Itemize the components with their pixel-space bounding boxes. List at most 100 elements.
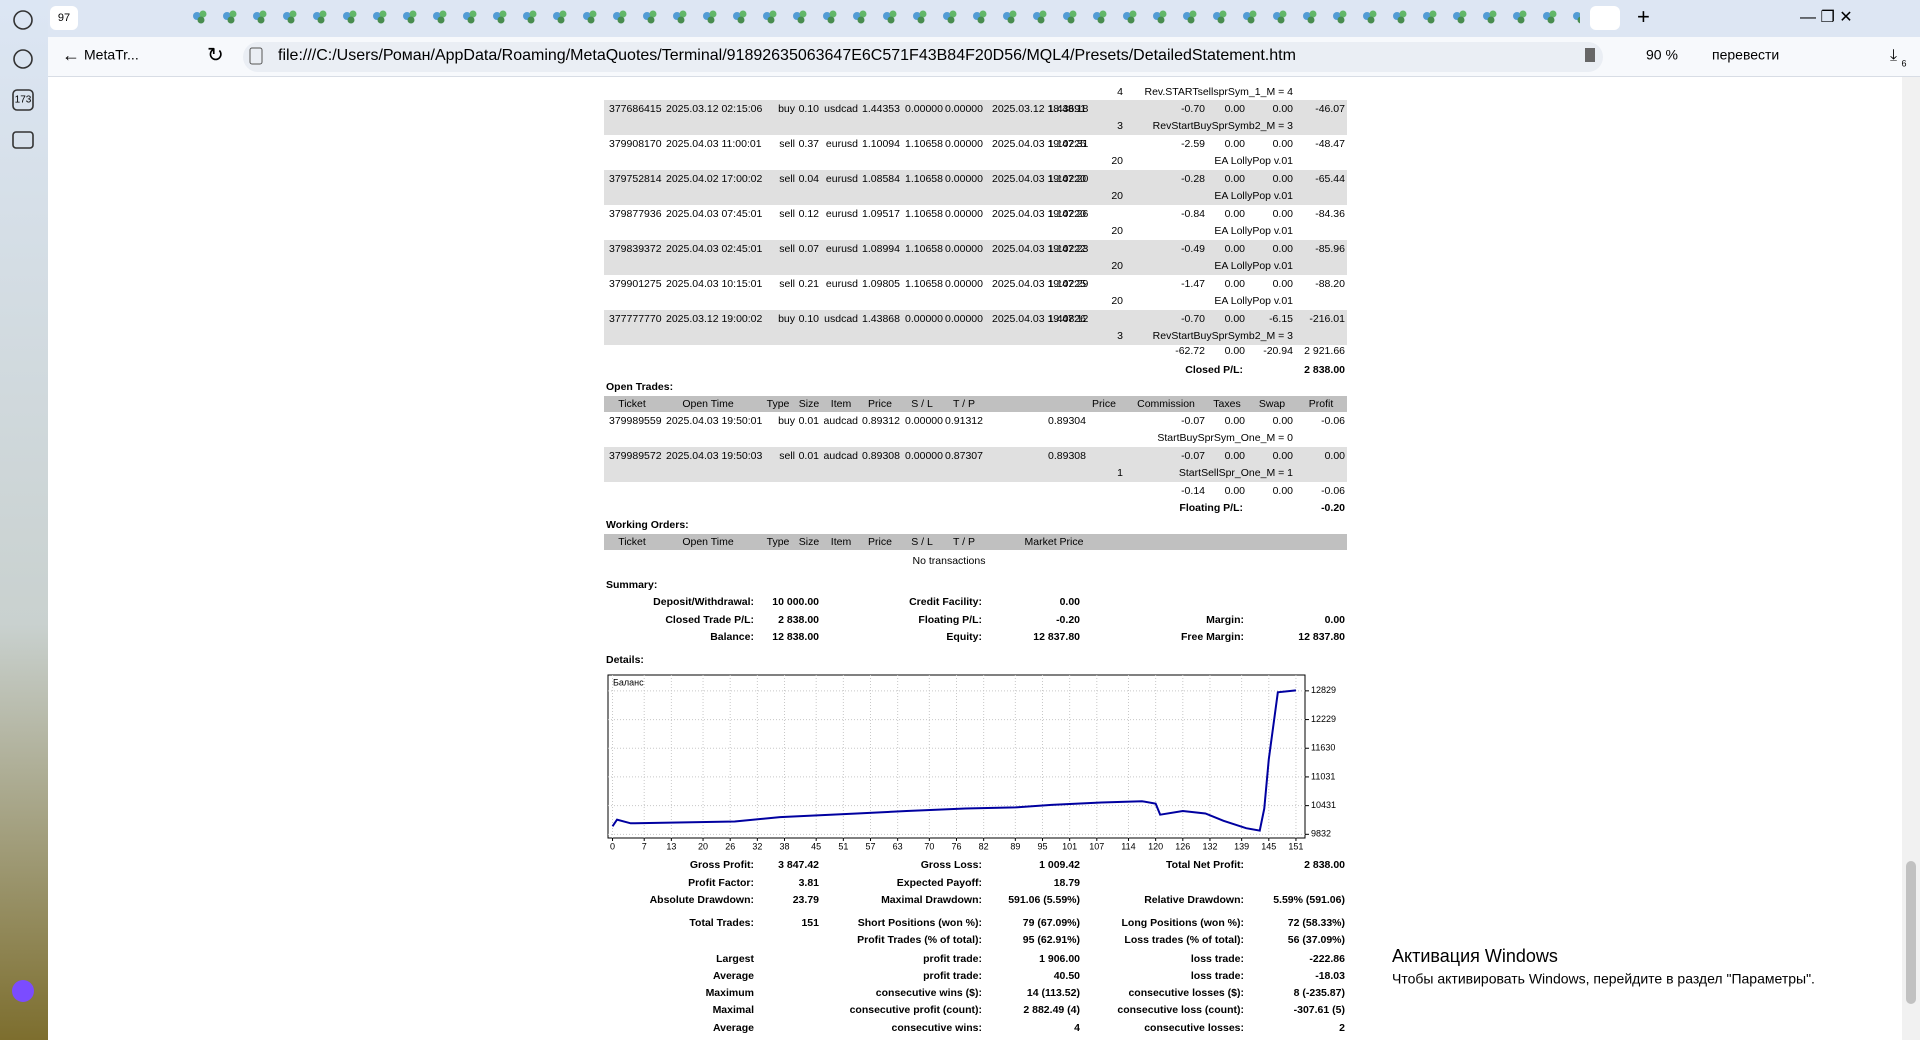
file-icon (249, 47, 263, 65)
x-tick-label: 32 (752, 841, 762, 851)
header-cell: Price (868, 536, 892, 548)
pl-value: 2 838.00 (1304, 364, 1345, 376)
cell: -0.49 (1181, 243, 1205, 255)
address-field[interactable] (243, 42, 1603, 72)
cell: -85.96 (1315, 243, 1345, 255)
label: Profit Factor: (688, 877, 754, 889)
comment: EA LollyPop v.01 (1214, 190, 1293, 202)
cell: sell (779, 278, 795, 290)
sidebar-badge: 173 (15, 95, 32, 106)
cell: buy (778, 415, 796, 427)
cell: 0.00000 (905, 450, 943, 462)
cell: -88.20 (1315, 278, 1345, 290)
header-cell: Commission (1137, 398, 1195, 410)
label: Gross Loss: (921, 859, 982, 871)
label: Closed Trade P/L: (665, 614, 754, 626)
cell: 379989572 (609, 450, 662, 462)
section-title: Summary: (606, 579, 657, 591)
x-tick-label: 139 (1234, 841, 1249, 851)
header-cell: T / P (953, 398, 975, 410)
label: Margin: (1206, 614, 1244, 626)
value: 151 (801, 917, 819, 929)
value: 23.79 (793, 894, 819, 906)
cell: eurusd (826, 243, 858, 255)
total: 2 921.66 (1304, 345, 1345, 357)
section-title: Working Orders: (606, 519, 689, 531)
total: 0.00 (1225, 345, 1246, 357)
digits: 4 (1117, 86, 1123, 98)
header-cell: Ticket (618, 398, 646, 410)
bookmark-icon[interactable] (1585, 48, 1595, 62)
header-cell: Size (799, 398, 820, 410)
address-text[interactable]: file:///C:/Users/Роман/AppData/Roaming/M… (278, 47, 1296, 64)
new-tab[interactable]: + (1637, 4, 1650, 29)
cell: 0.00000 (945, 138, 983, 150)
active-tab[interactable] (1590, 6, 1620, 30)
x-tick-label: 0 (610, 841, 615, 851)
pl-label: Closed P/L: (1185, 364, 1243, 376)
comment: EA LollyPop v.01 (1214, 155, 1293, 167)
cell: 0.07 (799, 243, 820, 255)
digits: 3 (1117, 330, 1123, 342)
page-tab[interactable]: MetaTr... (84, 47, 139, 63)
x-tick-label: 120 (1148, 841, 1163, 851)
value: 5.59% (591.06) (1273, 894, 1345, 906)
tab-icons[interactable] (188, 6, 1580, 30)
downloads-icon[interactable]: ⤓ (1890, 47, 1897, 64)
row-background (604, 447, 1347, 482)
cell: -46.07 (1315, 103, 1345, 115)
screenshot-icon[interactable] (12, 131, 34, 149)
cell: 2025.04.03 19:47:23 (992, 243, 1089, 255)
history-icon[interactable] (13, 10, 33, 30)
pl-label: Floating P/L: (1179, 502, 1243, 514)
header-cell: T / P (953, 536, 975, 548)
scrollbar-thumb[interactable] (1906, 861, 1916, 1004)
value: 1 906.00 (1039, 953, 1080, 965)
cell: -2.59 (1181, 138, 1205, 150)
translate-button[interactable]: перевести (1712, 47, 1779, 63)
x-tick-label: 101 (1062, 841, 1077, 851)
x-tick-label: 76 (951, 841, 961, 851)
header-cell: Type (767, 536, 790, 548)
cell: 0.01 (799, 450, 820, 462)
cell: 1.10094 (862, 138, 900, 150)
value: -0.20 (1056, 614, 1080, 626)
header-bar (604, 534, 1347, 550)
reload-button[interactable]: ↻ (207, 44, 224, 66)
y-tick-label: 12229 (1311, 714, 1336, 724)
watermark-title: Активация Windows (1392, 946, 1558, 966)
zoom[interactable]: 90 % (1646, 47, 1678, 63)
cell: buy (778, 103, 796, 115)
cell: -1.47 (1181, 278, 1205, 290)
cell: 2025.03.12 18:48:18 (992, 103, 1089, 115)
back-button[interactable]: ← (62, 45, 80, 65)
alice-icon[interactable] (12, 980, 34, 1002)
cell: buy (778, 313, 796, 325)
label: Average (713, 970, 754, 982)
label: consecutive wins: (892, 1022, 982, 1034)
scrollbar[interactable] (1902, 77, 1920, 1040)
cell: 0.12 (799, 208, 820, 220)
digits: 20 (1111, 260, 1123, 272)
cell: 1.10222 (1048, 243, 1086, 255)
x-tick-label: 38 (780, 841, 790, 851)
cell: 0.89304 (1048, 415, 1086, 427)
cell: sell (779, 173, 795, 185)
label: Average (713, 1022, 754, 1034)
badge-box[interactable] (12, 89, 34, 111)
tab-counter-box[interactable] (50, 6, 78, 30)
video-icon[interactable] (13, 49, 33, 69)
cell: -6.15 (1269, 313, 1293, 325)
window-controls[interactable]: — ❐ ✕ (1800, 9, 1853, 26)
cell: 0.01 (799, 415, 820, 427)
cell: sell (779, 450, 795, 462)
label: Maximal Drawdown: (881, 894, 982, 906)
header-cell: Open Time (682, 536, 734, 548)
cell: eurusd (826, 138, 858, 150)
cell: 0.00 (1225, 138, 1246, 150)
tab-counter[interactable]: 97 (58, 12, 70, 24)
cell: 0.10 (799, 313, 820, 325)
cell: 0.00000 (945, 208, 983, 220)
cell: 1.43691 (1048, 103, 1086, 115)
value: -222.86 (1309, 953, 1345, 965)
